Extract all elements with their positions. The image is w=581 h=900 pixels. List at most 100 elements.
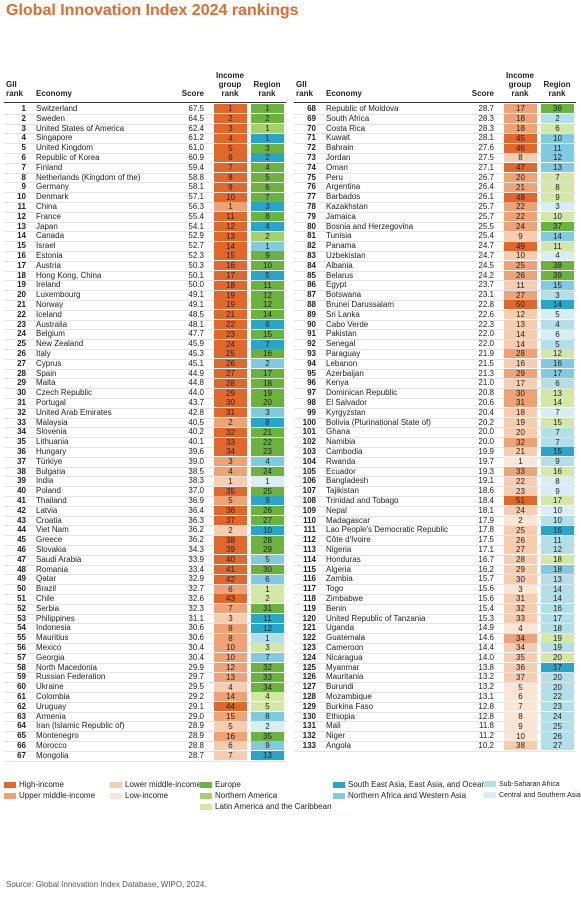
income-rank: 6 bbox=[214, 153, 247, 163]
income-rank: 34 bbox=[504, 643, 537, 653]
income-rank: 38 bbox=[504, 741, 537, 751]
economy: Zambia bbox=[326, 574, 353, 584]
legend-item: Northern America bbox=[200, 791, 277, 801]
rank: 46 bbox=[17, 545, 26, 554]
row-line bbox=[4, 388, 286, 390]
row-line bbox=[294, 584, 576, 586]
region-rank: 35 bbox=[251, 731, 284, 741]
row-line bbox=[294, 750, 576, 752]
score: 48.5 bbox=[188, 309, 204, 319]
row-line bbox=[4, 398, 286, 399]
region-rank: 9 bbox=[251, 251, 284, 261]
score: 49.1 bbox=[188, 300, 204, 309]
region-rank: 3 bbox=[251, 408, 284, 418]
row-line bbox=[294, 456, 576, 458]
row-line bbox=[4, 113, 286, 115]
economy: Algeria bbox=[326, 564, 351, 574]
income-rank: 28 bbox=[504, 349, 537, 359]
legend-swatch bbox=[4, 781, 16, 788]
region-rank: 7 bbox=[541, 437, 574, 447]
header: GII rank bbox=[6, 80, 23, 98]
income-rank: 2 bbox=[214, 525, 247, 535]
score: 54.1 bbox=[188, 221, 204, 231]
row-line bbox=[294, 643, 576, 644]
economy: Uganda bbox=[326, 623, 355, 633]
rank: 100 bbox=[302, 417, 316, 427]
row-line bbox=[4, 182, 286, 184]
region-rank: 21 bbox=[251, 427, 284, 437]
economy: Republic of Moldova bbox=[326, 104, 399, 113]
row-line bbox=[294, 329, 576, 331]
region-rank: 8 bbox=[541, 476, 574, 486]
economy: Philippines bbox=[36, 613, 75, 623]
row-line bbox=[294, 202, 576, 203]
rank: 119 bbox=[303, 603, 316, 613]
income-rank: 13 bbox=[214, 231, 247, 241]
rank: 15 bbox=[17, 241, 26, 251]
score: 50.0 bbox=[188, 280, 204, 290]
income-rank: 10 bbox=[214, 653, 247, 663]
economy: Chile bbox=[36, 594, 55, 603]
rank: 31 bbox=[17, 398, 26, 407]
score: 14.9 bbox=[478, 623, 494, 633]
rank: 9 bbox=[21, 182, 26, 192]
score: 21.3 bbox=[478, 368, 494, 378]
economy: Tajikistan bbox=[326, 486, 359, 496]
economy: Georgia bbox=[36, 652, 65, 662]
region-rank: 10 bbox=[251, 261, 284, 271]
economy: Uruguay bbox=[36, 701, 67, 711]
header: Score bbox=[471, 89, 494, 98]
economy: Switzerland bbox=[36, 104, 78, 113]
row-line bbox=[294, 701, 576, 703]
row-line bbox=[4, 231, 286, 233]
income-rank: 21 bbox=[214, 310, 247, 320]
economy: Hong Kong, China bbox=[36, 270, 102, 280]
region-rank: 10 bbox=[541, 506, 574, 516]
income-rank: 32 bbox=[214, 427, 247, 437]
score: 23.7 bbox=[478, 280, 494, 290]
score: 15.6 bbox=[478, 594, 494, 603]
source: Source: Global Innovation Index Database… bbox=[6, 880, 207, 889]
income-rank: 23 bbox=[214, 329, 247, 339]
income-rank: 2 bbox=[214, 417, 247, 427]
economy: Armenia bbox=[36, 711, 66, 721]
row-line bbox=[294, 398, 576, 399]
score: 32.9 bbox=[188, 574, 204, 584]
income-rank: 32 bbox=[504, 604, 537, 614]
rank: 60 bbox=[17, 682, 26, 692]
rank: 117 bbox=[303, 584, 316, 594]
score: 28.3 bbox=[478, 113, 494, 123]
rank: 78 bbox=[307, 202, 316, 211]
income-rank: 36 bbox=[214, 506, 247, 516]
economy: South Africa bbox=[326, 113, 370, 123]
row-line bbox=[294, 554, 576, 556]
rank: 132 bbox=[302, 731, 316, 741]
region-rank: 7 bbox=[251, 653, 284, 663]
header: Income group rank bbox=[505, 71, 534, 98]
income-rank: 23 bbox=[504, 486, 537, 496]
economy: Norway bbox=[36, 300, 64, 309]
region-rank: 23 bbox=[541, 702, 574, 712]
rank: 5 bbox=[21, 143, 26, 153]
region-rank: 2 bbox=[251, 359, 284, 369]
score: 28.8 bbox=[188, 741, 204, 750]
rank: 104 bbox=[302, 456, 316, 466]
region-rank: 2 bbox=[541, 114, 574, 124]
region-rank: 17 bbox=[541, 368, 574, 378]
row-line bbox=[4, 711, 286, 713]
rank: 107 bbox=[302, 486, 316, 496]
economy: Qatar bbox=[36, 574, 57, 584]
rank: 45 bbox=[17, 535, 26, 545]
economy: Viet Nam bbox=[36, 525, 69, 535]
income-rank: 22 bbox=[504, 202, 537, 212]
income-rank: 12 bbox=[214, 662, 247, 672]
score: 45.9 bbox=[188, 339, 204, 349]
legend-label: South East Asia, East Asia, and Oceania bbox=[348, 780, 493, 789]
income-rank: 5 bbox=[504, 682, 537, 692]
income-rank: 25 bbox=[214, 349, 247, 359]
economy: Colombia bbox=[36, 692, 70, 701]
economy: Sri Lanka bbox=[326, 309, 360, 319]
economy: New Zealand bbox=[36, 339, 84, 349]
row-line bbox=[4, 603, 286, 605]
row-line bbox=[294, 594, 576, 595]
